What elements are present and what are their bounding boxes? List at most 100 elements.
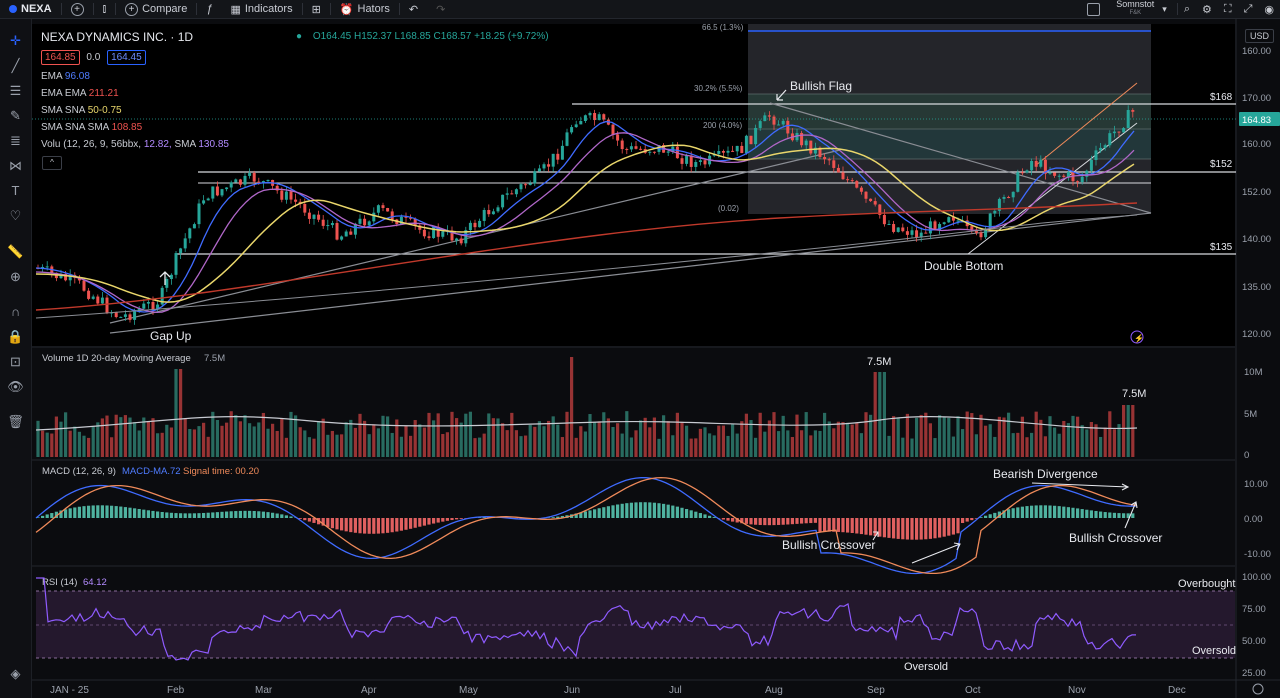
camera-icon[interactable]: ◉ xyxy=(1264,3,1274,16)
candle-body xyxy=(744,135,748,154)
chevron-down-icon[interactable]: ▾ xyxy=(1162,3,1167,14)
trendline-icon[interactable]: ╱ xyxy=(11,58,20,73)
macd-bar xyxy=(1007,509,1011,518)
account-menu[interactable]: Somnstot F&K xyxy=(1108,0,1162,18)
text-icon[interactable]: T xyxy=(11,183,20,198)
alerts-button[interactable]: ⏰ Hators xyxy=(331,0,399,18)
volume-bar xyxy=(505,430,509,457)
candle-body xyxy=(841,172,845,180)
crosshair-icon[interactable]: ✛ xyxy=(10,33,21,48)
legend-sma-sma[interactable]: SMA SNA SMA 108.85 xyxy=(41,122,142,133)
volume-bar xyxy=(735,433,739,457)
candle-body xyxy=(859,187,863,192)
fib-icon[interactable]: ≣ xyxy=(10,133,21,148)
macd-bar xyxy=(142,509,146,518)
ask-chip[interactable]: 164.45 xyxy=(107,50,146,65)
brush-icon[interactable]: ✎ xyxy=(10,108,21,123)
candle-body xyxy=(570,127,574,133)
candle-body xyxy=(418,225,422,230)
candle-body xyxy=(363,218,367,226)
volume-bar xyxy=(413,420,417,457)
currency-select[interactable]: USD xyxy=(1244,29,1274,43)
redo-button[interactable]: ↷ xyxy=(427,0,454,18)
macd-bar xyxy=(813,518,817,523)
expand-icon[interactable]: ⤢ xyxy=(1243,2,1253,15)
zoom-icon[interactable]: ⌕ xyxy=(1183,2,1190,15)
macd-bar xyxy=(896,518,900,539)
layers-icon[interactable]: ◈ xyxy=(10,666,21,681)
bar-style-button[interactable]: ⫾ xyxy=(94,0,116,18)
pattern-icon[interactable]: ⋈ xyxy=(9,158,22,173)
volume-bar xyxy=(160,432,164,457)
heart-icon[interactable]: ♡ xyxy=(9,208,22,223)
fullscreen-icon[interactable]: ⛶ xyxy=(1223,2,1232,15)
macd-bar xyxy=(68,508,72,518)
zoom-in-icon[interactable]: ⊕ xyxy=(10,269,21,284)
volume-bar xyxy=(583,431,587,457)
bid-chip[interactable]: 164.85 xyxy=(41,50,80,65)
candle-body xyxy=(464,230,468,244)
candle-body xyxy=(666,151,670,153)
lock-icon[interactable]: 🔒 xyxy=(7,329,24,344)
eye-icon[interactable]: 👁 xyxy=(7,379,24,394)
horizontal-lines-icon[interactable]: ☰ xyxy=(9,83,22,98)
lock-drawings-icon[interactable]: ⊡ xyxy=(10,354,21,369)
ema2-value: 211.21 xyxy=(88,88,119,99)
volume-bar xyxy=(537,421,541,457)
function-button[interactable]: ƒ xyxy=(197,0,221,18)
candle-body xyxy=(266,179,270,182)
layout-checkbox[interactable] xyxy=(1087,2,1101,16)
indicators-button[interactable]: ▦ Indicators xyxy=(221,0,301,18)
candle-body xyxy=(993,210,997,214)
macd-bar xyxy=(993,512,997,518)
volume-bar xyxy=(303,430,307,457)
macd-bar xyxy=(87,505,91,518)
oversold-axis-label: Oversold xyxy=(1192,645,1236,657)
hators-label: Hators xyxy=(357,3,390,15)
magnet-icon[interactable]: ∩ xyxy=(10,304,21,319)
macd-bar xyxy=(634,502,638,518)
candle-body xyxy=(165,279,169,288)
symbol-search[interactable]: NEXA xyxy=(0,0,61,18)
plus-circle-icon: + xyxy=(70,2,84,16)
volume-bar xyxy=(432,420,436,457)
legend-sma[interactable]: SMA SNA 50-0.75 xyxy=(41,105,122,116)
volume-bar xyxy=(179,369,183,457)
ruler-icon[interactable]: 📏 xyxy=(7,244,24,259)
candle-body xyxy=(133,311,137,320)
sma-slow-line xyxy=(35,144,1135,303)
macd-bar xyxy=(395,518,399,532)
price-tick: 160.00 xyxy=(1242,139,1271,150)
volume-bar xyxy=(772,412,776,457)
compare-button[interactable]: + Compare xyxy=(116,0,196,18)
legend-ema-ema[interactable]: EMA EMA 211.21 xyxy=(41,88,119,99)
candle-body xyxy=(1002,196,1006,199)
add-symbol-button[interactable]: + xyxy=(62,0,93,18)
candle-body xyxy=(947,217,951,223)
collapse-legend-button[interactable]: ^ xyxy=(42,156,62,170)
candle-body xyxy=(827,159,831,161)
macd-bar xyxy=(418,518,422,527)
volume-bar xyxy=(206,436,210,457)
macd-bar xyxy=(445,518,449,521)
legend-ema[interactable]: EMA 96.08 xyxy=(41,71,90,82)
macd-bar xyxy=(252,510,256,518)
gear-icon[interactable]: ⚙ xyxy=(1202,3,1212,16)
candle-body xyxy=(533,171,537,184)
candle-body xyxy=(1053,172,1057,176)
macd-bar xyxy=(708,515,712,518)
candle-body xyxy=(229,182,233,188)
trash-icon[interactable]: 🗑 xyxy=(7,414,24,429)
undo-button[interactable]: ↶ xyxy=(400,0,427,18)
legend-volu[interactable]: Volu (12, 26, 9, 56bbx, 12.82, SMA 130.8… xyxy=(41,139,229,150)
volume-bar xyxy=(169,427,173,457)
candle-body xyxy=(1126,110,1130,129)
candle-body xyxy=(432,226,436,239)
templates-button[interactable]: ⊞ xyxy=(303,0,330,18)
volume-bar xyxy=(87,437,91,457)
candle-body xyxy=(289,191,293,200)
macd-bar xyxy=(1034,505,1038,518)
volume-bar xyxy=(680,421,684,457)
candle-body xyxy=(156,304,160,310)
